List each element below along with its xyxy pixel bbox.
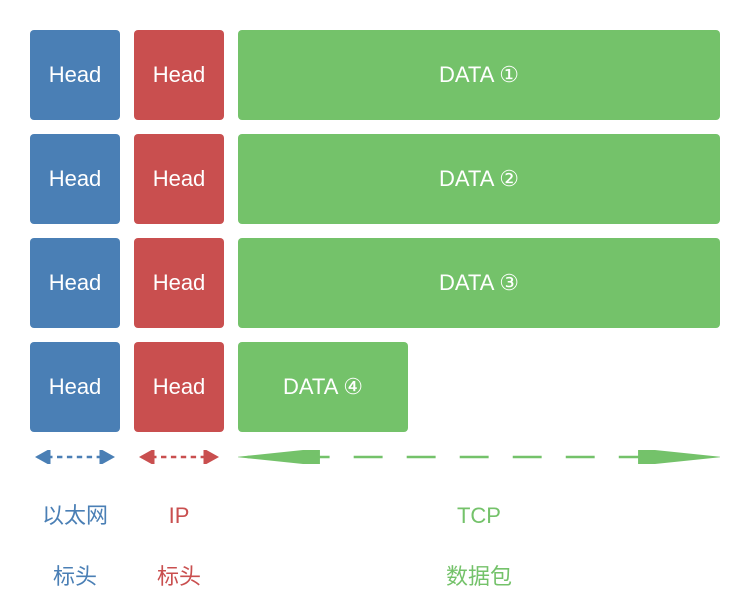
ip-head-box: Head <box>134 342 224 432</box>
label-text: 标头 <box>157 564 201 589</box>
packet-row: Head Head DATA ① <box>30 30 720 120</box>
ethernet-head-box: Head <box>30 238 120 328</box>
ip-annotation: IP 标头 <box>134 450 224 593</box>
ip-label: IP 标头 <box>157 470 201 593</box>
ethernet-head-box: Head <box>30 30 120 120</box>
range-arrow-icon <box>238 450 720 464</box>
packet-rows: Head Head DATA ① Head Head DATA ② Head H… <box>30 30 720 432</box>
tcp-data-box: DATA ④ <box>238 342 408 432</box>
tcp-data-box: DATA ② <box>238 134 720 224</box>
ip-head-box: Head <box>134 238 224 328</box>
ethernet-label: 以太网 标头 <box>42 470 108 593</box>
ethernet-head-box: Head <box>30 342 120 432</box>
range-arrow-icon <box>30 450 120 464</box>
tcp-label: TCP 数据包 <box>446 470 512 593</box>
tcp-annotation: TCP 数据包 <box>238 450 720 593</box>
ip-head-box: Head <box>134 30 224 120</box>
annotation-row: 以太网 标头 IP 标头 <box>30 450 720 593</box>
tcp-data-box: DATA ③ <box>238 238 720 328</box>
label-text: 以太网 <box>42 503 108 528</box>
ethernet-annotation: 以太网 标头 <box>30 450 120 593</box>
tcp-data-box: DATA ① <box>238 30 720 120</box>
label-text: 数据包 <box>446 564 512 589</box>
label-text: IP <box>169 503 190 528</box>
packet-row: Head Head DATA ② <box>30 134 720 224</box>
packet-row: Head Head DATA ③ <box>30 238 720 328</box>
ip-head-box: Head <box>134 134 224 224</box>
label-text: TCP <box>457 503 501 528</box>
ethernet-head-box: Head <box>30 134 120 224</box>
range-arrow-icon <box>134 450 224 464</box>
label-text: 标头 <box>53 564 97 589</box>
packet-row: Head Head DATA ④ <box>30 342 720 432</box>
